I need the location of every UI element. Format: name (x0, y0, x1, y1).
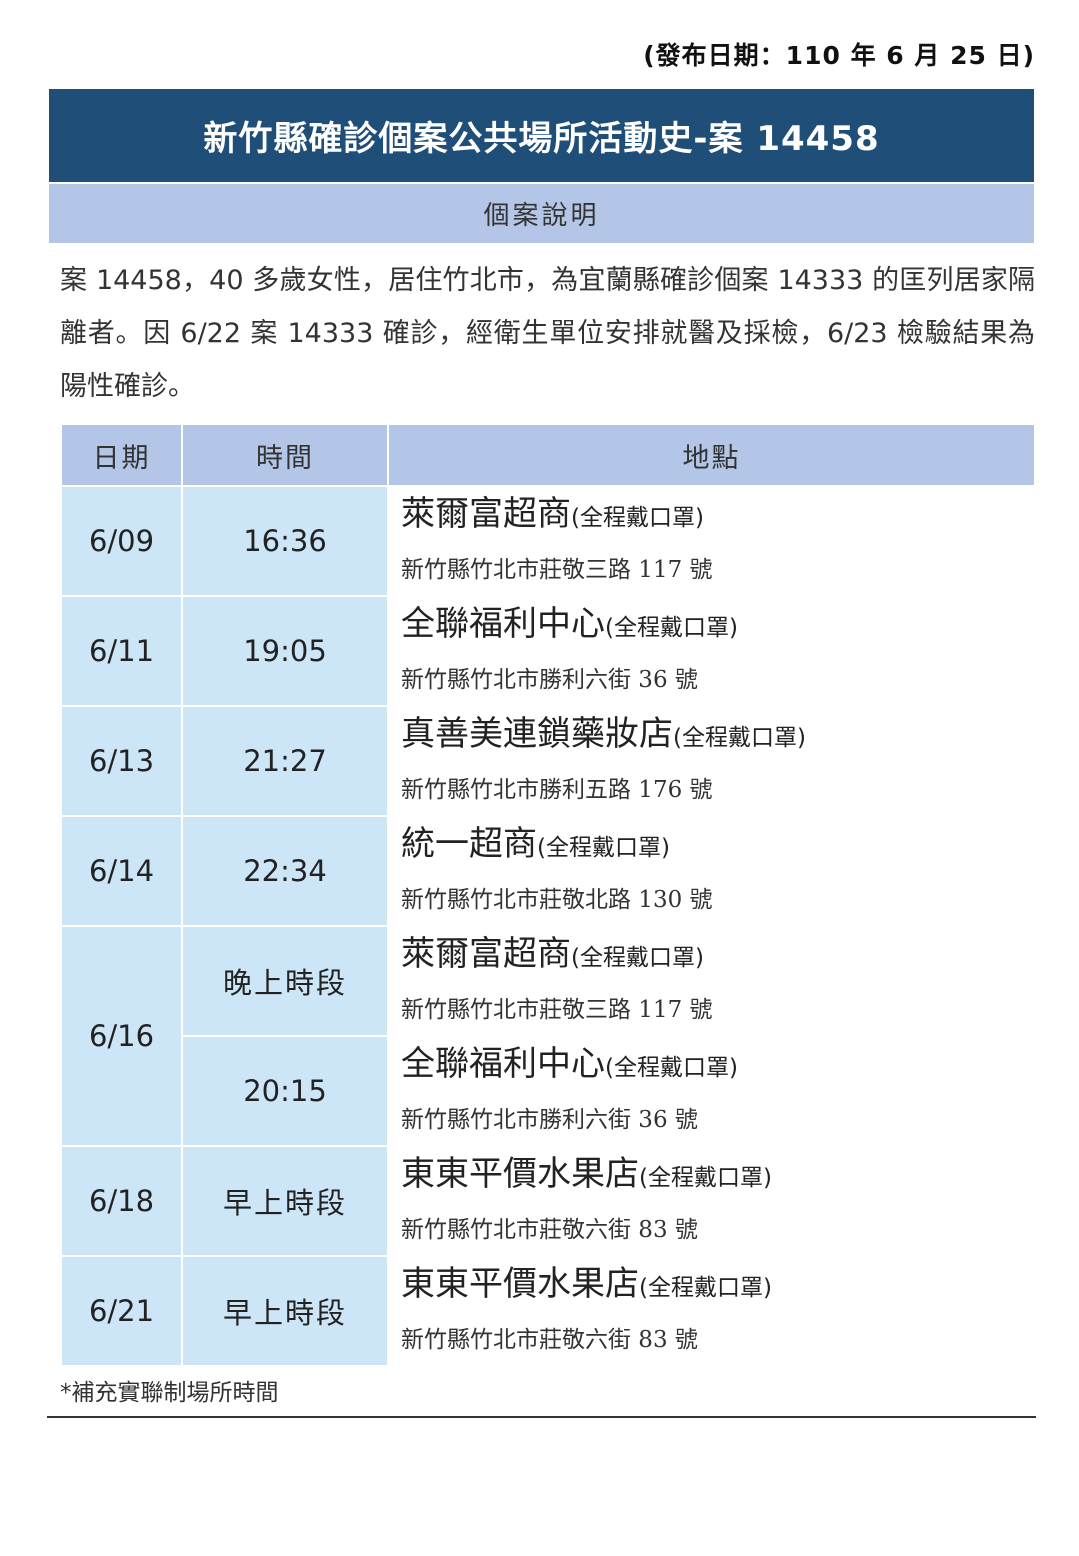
cell-date: 6/09 (60, 485, 183, 597)
header-date: 日期 (60, 423, 183, 487)
bottom-divider (47, 1416, 1036, 1418)
table-row: 6/21 早上時段 東東平價水果店(全程戴口罩) 新竹縣竹北市莊敬六街 83 號 (60, 1255, 1036, 1367)
cell-place: 萊爾富超商(全程戴口罩) 新竹縣竹北市莊敬三路 117 號 (387, 485, 1036, 597)
table-row: 6/09 16:36 萊爾富超商(全程戴口罩) 新竹縣竹北市莊敬三路 117 號 (60, 485, 1036, 597)
cell-place: 全聯福利中心(全程戴口罩) 新竹縣竹北市勝利六街 36 號 (387, 1035, 1036, 1147)
place-name: 全聯福利中心 (401, 1044, 605, 1084)
mask-note: (全程戴口罩) (605, 1055, 738, 1081)
place-address: 新竹縣竹北市莊敬三路 117 號 (401, 997, 713, 1023)
page-title: 新竹縣確診個案公共場所活動史-案 14458 (49, 89, 1034, 182)
table-row: 6/13 21:27 真善美連鎖藥妝店(全程戴口罩) 新竹縣竹北市勝利五路 17… (60, 705, 1036, 817)
table-row: 20:15 全聯福利中心(全程戴口罩) 新竹縣竹北市勝利六街 36 號 (61, 1035, 1036, 1147)
cell-place: 全聯福利中心(全程戴口罩) 新竹縣竹北市勝利六街 36 號 (387, 595, 1036, 707)
place-address: 新竹縣竹北市莊敬北路 130 號 (401, 887, 713, 913)
place-name-line: 萊爾富超商(全程戴口罩) (401, 932, 1034, 980)
place-address: 新竹縣竹北市莊敬三路 117 號 (401, 557, 713, 583)
place-name-line: 真善美連鎖藥妝店(全程戴口罩) (401, 712, 1034, 760)
cell-date: 6/14 (60, 815, 183, 927)
cell-place: 萊爾富超商(全程戴口罩) 新竹縣竹北市莊敬三路 117 號 (387, 925, 1036, 1037)
mask-note: (全程戴口罩) (639, 1275, 772, 1301)
place-name-line: 全聯福利中心(全程戴口罩) (401, 1042, 1034, 1090)
mask-note: (全程戴口罩) (537, 835, 670, 861)
activity-table: 日期 時間 地點 6/09 16:36 萊爾富超商(全程戴口罩) 新竹縣竹北市莊… (60, 423, 1036, 1367)
cell-time: 21:27 (181, 705, 389, 817)
header-place: 地點 (387, 423, 1036, 487)
cell-time: 20:15 (181, 1035, 389, 1147)
place-name-line: 萊爾富超商(全程戴口罩) (401, 492, 1034, 540)
cell-date: 6/18 (60, 1145, 183, 1257)
place-address: 新竹縣竹北市莊敬六街 83 號 (401, 1217, 698, 1243)
cell-place: 統一超商(全程戴口罩) 新竹縣竹北市莊敬北路 130 號 (387, 815, 1036, 927)
place-name: 全聯福利中心 (401, 604, 605, 644)
release-date: (發布日期：110 年 6 月 25 日) (643, 41, 1035, 70)
footnote: *補充實聯制場所時間 (60, 1380, 279, 1406)
cell-time: 早上時段 (181, 1255, 389, 1367)
place-name-line: 東東平價水果店(全程戴口罩) (401, 1262, 1034, 1310)
mask-note: (全程戴口罩) (571, 945, 704, 971)
cell-place: 東東平價水果店(全程戴口罩) 新竹縣竹北市莊敬六街 83 號 (387, 1145, 1036, 1257)
cell-place: 東東平價水果店(全程戴口罩) 新竹縣竹北市莊敬六街 83 號 (387, 1255, 1036, 1367)
mask-note: (全程戴口罩) (605, 615, 738, 641)
place-name-line: 全聯福利中心(全程戴口罩) (401, 602, 1034, 650)
section-title: 個案說明 (49, 184, 1034, 243)
place-name-line: 東東平價水果店(全程戴口罩) (401, 1152, 1034, 1200)
cell-time: 晚上時段 (181, 925, 389, 1037)
place-name: 東東平價水果店 (401, 1154, 639, 1194)
place-address: 新竹縣竹北市莊敬六街 83 號 (401, 1327, 698, 1353)
place-address: 新竹縣竹北市勝利五路 176 號 (401, 777, 713, 803)
table-row: 6/16 晚上時段 萊爾富超商(全程戴口罩) 新竹縣竹北市莊敬三路 117 號 (60, 925, 1036, 1147)
table-row: 6/11 19:05 全聯福利中心(全程戴口罩) 新竹縣竹北市勝利六街 36 號 (60, 595, 1036, 707)
place-name: 萊爾富超商 (401, 494, 571, 534)
table-row: 6/14 22:34 統一超商(全程戴口罩) 新竹縣竹北市莊敬北路 130 號 (60, 815, 1036, 927)
place-name: 萊爾富超商 (401, 934, 571, 974)
cell-time: 19:05 (181, 595, 389, 707)
place-name-line: 統一超商(全程戴口罩) (401, 822, 1034, 870)
cell-date: 6/16 (60, 925, 183, 1147)
cell-date: 6/21 (60, 1255, 183, 1367)
cell-date: 6/13 (60, 705, 183, 817)
header-time: 時間 (181, 423, 389, 487)
case-description: 案 14458，40 多歲女性，居住竹北市，為宜蘭縣確診個案 14333 的匡列… (60, 265, 1035, 402)
cell-date: 6/11 (60, 595, 183, 707)
place-name: 真善美連鎖藥妝店 (401, 714, 673, 754)
table-header-row: 日期 時間 地點 (60, 423, 1036, 487)
place-name: 東東平價水果店 (401, 1264, 639, 1304)
place-name: 統一超商 (401, 824, 537, 864)
place-address: 新竹縣竹北市勝利六街 36 號 (401, 1107, 698, 1133)
cell-time: 22:34 (181, 815, 389, 927)
table-row: 6/18 早上時段 東東平價水果店(全程戴口罩) 新竹縣竹北市莊敬六街 83 號 (60, 1145, 1036, 1257)
mask-note: (全程戴口罩) (639, 1165, 772, 1191)
mask-note: (全程戴口罩) (673, 725, 806, 751)
cell-time: 16:36 (181, 485, 389, 597)
cell-time: 早上時段 (181, 1145, 389, 1257)
mask-note: (全程戴口罩) (571, 505, 704, 531)
cell-place: 真善美連鎖藥妝店(全程戴口罩) 新竹縣竹北市勝利五路 176 號 (387, 705, 1036, 817)
place-address: 新竹縣竹北市勝利六街 36 號 (401, 667, 698, 693)
